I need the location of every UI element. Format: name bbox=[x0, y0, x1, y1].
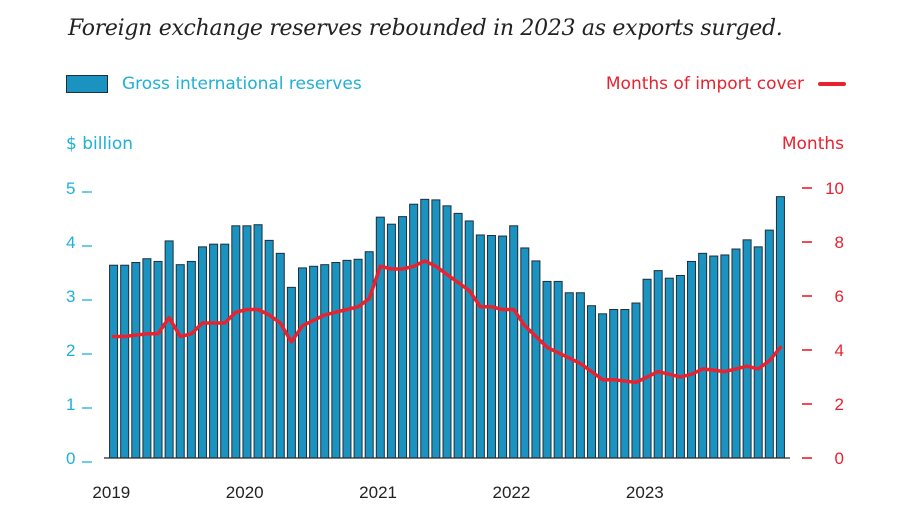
bar bbox=[364, 251, 374, 459]
legend-bar-swatch bbox=[66, 75, 108, 93]
legend-line-entry: Months of import cover bbox=[606, 74, 846, 94]
bar bbox=[298, 267, 308, 459]
bar bbox=[142, 258, 152, 459]
bar bbox=[231, 225, 241, 459]
bar bbox=[698, 252, 708, 459]
right-axis-tick-label: 6 bbox=[835, 287, 844, 306]
bar bbox=[598, 313, 608, 459]
bar bbox=[342, 259, 352, 459]
bar bbox=[586, 305, 596, 459]
bar bbox=[320, 264, 330, 459]
bar bbox=[675, 274, 685, 459]
bar bbox=[275, 252, 285, 459]
line-series bbox=[111, 259, 783, 385]
bar bbox=[664, 277, 674, 459]
bar bbox=[531, 260, 541, 459]
bar bbox=[209, 243, 219, 459]
right-axis-tick-label: 8 bbox=[835, 233, 844, 252]
bar bbox=[520, 247, 530, 459]
bar bbox=[186, 260, 196, 459]
bar bbox=[509, 225, 519, 459]
legend-bar-entry: Gross international reserves bbox=[66, 74, 362, 94]
bar bbox=[131, 262, 141, 459]
right-axis-tick-label: 4 bbox=[835, 341, 844, 360]
x-axis-tick-label: 2019 bbox=[92, 483, 130, 502]
bar bbox=[653, 270, 663, 459]
bar bbox=[731, 248, 741, 459]
bar bbox=[309, 265, 319, 459]
bar bbox=[286, 286, 296, 459]
bar bbox=[109, 264, 119, 459]
bar bbox=[453, 212, 463, 459]
legend-bar-label: Gross international reserves bbox=[122, 74, 362, 94]
left-axis-tick-label: 2 bbox=[66, 341, 75, 360]
bar bbox=[398, 216, 408, 459]
bar bbox=[575, 292, 585, 459]
bar bbox=[753, 246, 763, 459]
left-axis-tick-label: 0 bbox=[66, 449, 75, 468]
x-axis-tick-label: 2020 bbox=[226, 483, 264, 502]
right-axis: 0 2 4 6 8 10 bbox=[802, 179, 844, 468]
bar bbox=[742, 239, 752, 459]
x-axis-tick-label: 2021 bbox=[359, 483, 397, 502]
bar bbox=[353, 258, 363, 459]
x-axis-tick-label: 2023 bbox=[626, 483, 664, 502]
import-cover-line bbox=[111, 259, 783, 385]
bar bbox=[164, 240, 174, 459]
bar bbox=[775, 196, 785, 459]
bar bbox=[175, 264, 185, 459]
bar bbox=[486, 235, 496, 459]
right-axis-title: Months bbox=[781, 134, 844, 154]
bar bbox=[475, 234, 485, 459]
bar bbox=[553, 280, 563, 459]
bar bbox=[409, 203, 419, 459]
left-axis-title: $ billion bbox=[66, 134, 134, 154]
legend-line-label: Months of import cover bbox=[605, 74, 804, 94]
bar bbox=[220, 243, 230, 459]
bar bbox=[642, 278, 652, 459]
left-axis-tick-label: 1 bbox=[66, 395, 75, 414]
left-axis-tick-label: 3 bbox=[66, 287, 75, 306]
bar bbox=[720, 254, 730, 459]
bar bbox=[197, 246, 207, 459]
bar bbox=[386, 223, 396, 459]
bar bbox=[498, 235, 508, 459]
bar bbox=[620, 309, 630, 459]
left-axis-tick-label: 4 bbox=[66, 233, 75, 252]
x-axis-tick-label: 2022 bbox=[493, 483, 531, 502]
bar bbox=[242, 225, 252, 459]
bar bbox=[464, 220, 474, 459]
right-axis-tick-label: 2 bbox=[835, 395, 844, 414]
right-axis-tick-label: 0 bbox=[835, 449, 844, 468]
left-axis: 0 1 2 3 4 5 bbox=[66, 179, 92, 468]
bar bbox=[609, 309, 619, 459]
left-axis-tick-label: 5 bbox=[66, 179, 75, 198]
right-axis-tick-label: 10 bbox=[825, 179, 844, 198]
bar bbox=[120, 264, 130, 459]
bar bbox=[709, 255, 719, 459]
bar bbox=[542, 280, 552, 459]
bar-series bbox=[104, 196, 790, 459]
bar bbox=[153, 260, 163, 459]
bar bbox=[442, 205, 452, 459]
legend-line-swatch bbox=[818, 82, 846, 86]
bar bbox=[564, 292, 574, 459]
bar bbox=[431, 199, 441, 459]
bar bbox=[375, 216, 385, 459]
bar bbox=[331, 262, 341, 459]
bar bbox=[420, 198, 430, 459]
x-axis: 2019 2020 2021 2022 2023 bbox=[92, 483, 663, 502]
bar bbox=[764, 229, 774, 459]
bar bbox=[687, 260, 697, 459]
bar bbox=[264, 239, 274, 459]
chart-title: Foreign exchange reserves rebounded in 2… bbox=[68, 16, 783, 41]
bar bbox=[253, 224, 263, 459]
